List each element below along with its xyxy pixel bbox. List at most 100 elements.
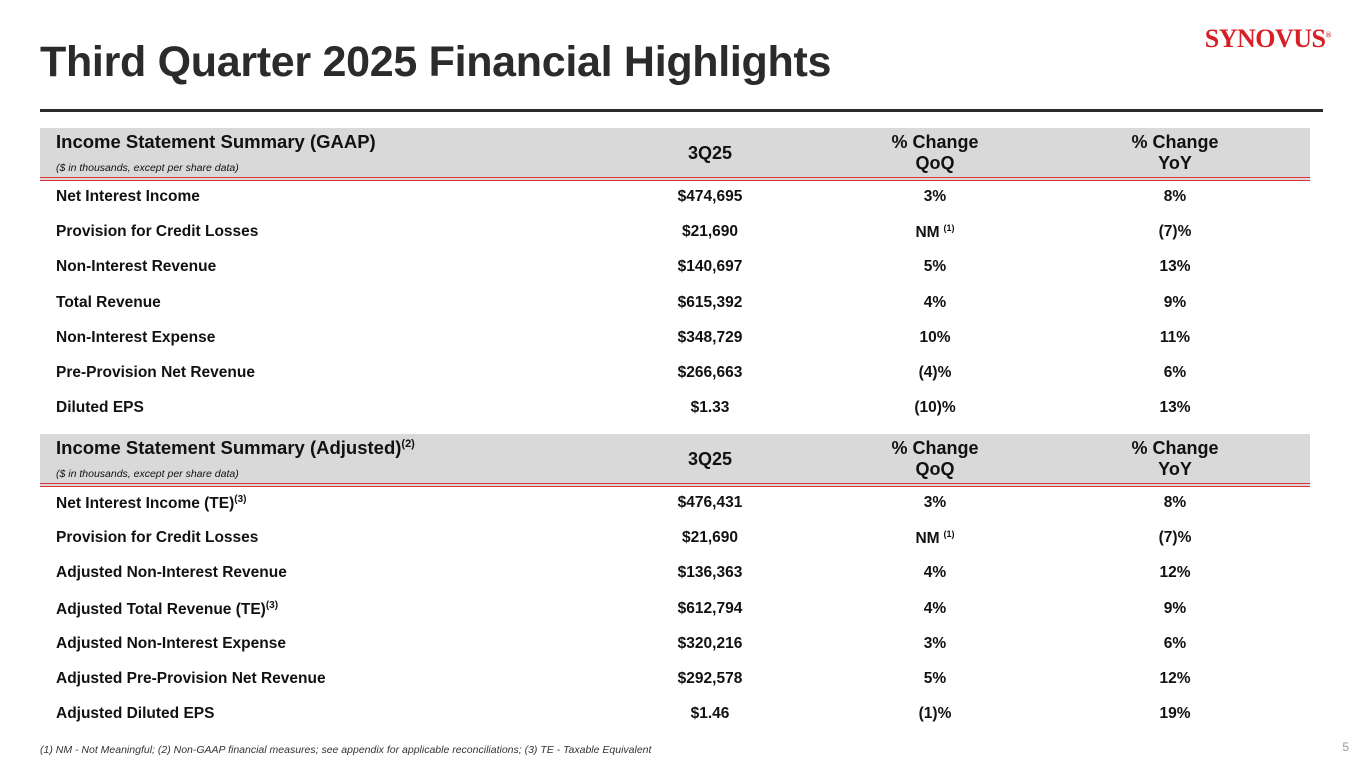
row-label: Provision for Credit Losses xyxy=(56,529,258,547)
value-3q25: $140,697 xyxy=(677,258,743,276)
change-yoy: 13% xyxy=(1159,258,1191,276)
value-3q25: $348,729 xyxy=(677,328,743,346)
change-qoq: 4% xyxy=(835,564,1035,582)
page-title: Third Quarter 2025 Financial Highlights xyxy=(40,38,832,86)
row-label-text: Total Revenue xyxy=(56,293,161,311)
change-qoq: (10)% xyxy=(835,399,1035,417)
change-qoq-text: 10% xyxy=(919,328,951,346)
change-qoq-text: 3% xyxy=(923,188,947,205)
table-row: Non-Interest Revenue $140,697 5% 13% xyxy=(40,250,1310,285)
change-qoq: (1)% xyxy=(835,705,1035,723)
row-label: Diluted EPS xyxy=(56,399,144,417)
row-label-text: Non-Interest Expense xyxy=(56,328,216,346)
col-header-qoq: % Change QoQ xyxy=(835,438,1035,480)
synovus-logo: SYNOVUS® xyxy=(1204,24,1332,53)
row-label: Adjusted Non-Interest Revenue xyxy=(56,564,287,582)
change-qoq: 10% xyxy=(835,329,1035,347)
row-label-text: Provision for Credit Losses xyxy=(56,223,259,241)
value-3q25: $615,392 xyxy=(677,293,743,311)
col-header-line: % Change xyxy=(1131,132,1219,152)
row-label-footnote: (3) xyxy=(265,599,279,611)
table-subtitle: ($ in thousands, except per share data) xyxy=(56,162,239,174)
table-row: Total Revenue $615,392 4% 9% xyxy=(40,286,1310,321)
col-header-line: QoQ xyxy=(915,153,955,173)
table-row: Adjusted Total Revenue (TE)(3) $612,794 … xyxy=(40,592,1310,627)
change-yoy: 9% xyxy=(1163,599,1187,617)
table-row: Diluted EPS $1.33 (10)% 13% xyxy=(40,391,1310,426)
change-qoq-text: 4% xyxy=(923,599,947,617)
value-3q25: $1.46 xyxy=(690,705,730,723)
change-qoq: NM (1) xyxy=(835,529,1035,548)
change-qoq: 3% xyxy=(835,635,1035,653)
change-qoq-text: (10)% xyxy=(914,399,956,417)
change-yoy: 12% xyxy=(1159,670,1191,687)
row-label-text: Non-Interest Revenue xyxy=(56,258,217,276)
table-row: Provision for Credit Losses $21,690 NM (1… xyxy=(40,215,1310,250)
row-label: Pre-Provision Net Revenue xyxy=(56,364,255,382)
table-title: Income Statement Summary (Adjusted)(2) xyxy=(56,437,415,459)
change-yoy: (7)% xyxy=(1158,223,1192,241)
row-label: Non-Interest Revenue xyxy=(56,258,216,276)
row-label-text: Adjusted Non-Interest Revenue xyxy=(56,564,287,582)
col-header-3q25: 3Q25 xyxy=(687,143,733,163)
row-label: Total Revenue xyxy=(56,294,161,312)
change-qoq-text: 4% xyxy=(923,293,947,311)
value-3q25: $1.33 xyxy=(690,399,730,417)
change-yoy: 8% xyxy=(1163,188,1187,205)
change-qoq: 4% xyxy=(835,294,1035,312)
footnote: (1) NM - Not Meaningful; (2) Non-GAAP fi… xyxy=(40,744,652,756)
col-header-line: YoY xyxy=(1158,459,1192,479)
page-number: 5 xyxy=(1342,740,1349,754)
change-qoq-text: 3% xyxy=(923,494,947,511)
value-3q25: $474,695 xyxy=(677,188,743,205)
row-label: Non-Interest Expense xyxy=(56,329,215,347)
row-label: Adjusted Total Revenue (TE)(3) xyxy=(56,600,278,619)
row-label-footnote: (3) xyxy=(234,494,247,505)
change-yoy: 11% xyxy=(1159,328,1191,346)
change-yoy: 8% xyxy=(1163,494,1187,511)
row-label: Net Interest Income xyxy=(56,188,200,206)
change-qoq-text: (4)% xyxy=(918,364,952,381)
col-header-qoq: % Change QoQ xyxy=(835,132,1035,174)
table-title-text: Income Statement Summary (Adjusted) xyxy=(56,437,402,458)
value-3q25: $136,363 xyxy=(677,564,743,582)
col-header-3q25: 3Q25 xyxy=(687,449,733,469)
change-yoy: 6% xyxy=(1163,364,1187,381)
change-qoq: NM (1) xyxy=(835,223,1035,242)
value-3q25: $21,690 xyxy=(681,223,739,241)
gaap-table-header: Income Statement Summary (GAAP) ($ in th… xyxy=(40,128,1310,181)
row-label-text: Adjusted Pre-Provision Net Revenue xyxy=(56,670,326,687)
row-label-text: Adjusted Non-Interest Expense xyxy=(56,634,286,652)
col-header-line: % Change xyxy=(891,132,979,152)
table-title-footnote: (2) xyxy=(401,437,415,450)
table-title-text: Income Statement Summary (GAAP) xyxy=(56,131,376,152)
row-label: Adjusted Pre-Provision Net Revenue xyxy=(56,670,326,688)
table-row: Non-Interest Expense $348,729 10% 11% xyxy=(40,321,1310,356)
change-qoq-text: NM xyxy=(915,530,940,548)
change-yoy: 19% xyxy=(1159,705,1191,723)
table-row: Pre-Provision Net Revenue $266,663 (4)% … xyxy=(40,356,1310,391)
title-divider xyxy=(40,109,1323,112)
value-3q25: $320,216 xyxy=(677,634,743,652)
row-label: Net Interest Income (TE)(3) xyxy=(56,494,247,513)
table-row: Net Interest Income (TE)(3) $476,431 3% … xyxy=(40,486,1310,521)
value-3q25: $476,431 xyxy=(677,494,743,511)
change-yoy: 13% xyxy=(1159,399,1191,417)
change-qoq-footnote: (1) xyxy=(943,529,955,540)
row-label-text: Net Interest Income (TE) xyxy=(56,495,235,513)
col-header-line: QoQ xyxy=(915,459,955,479)
table-row: Adjusted Non-Interest Revenue $136,363 4… xyxy=(40,556,1310,591)
change-qoq: 3% xyxy=(835,188,1035,206)
table-row: Adjusted Diluted EPS $1.46 (1)% 19% xyxy=(40,697,1310,732)
row-label-text: Provision for Credit Losses xyxy=(56,529,259,547)
col-header-line: YoY xyxy=(1158,153,1192,173)
change-yoy: 12% xyxy=(1159,564,1191,582)
table-row: Adjusted Pre-Provision Net Revenue $292,… xyxy=(40,662,1310,697)
change-qoq-footnote: (1) xyxy=(943,223,955,234)
table-row: Adjusted Non-Interest Expense $320,216 3… xyxy=(40,627,1310,662)
value-3q25: $612,794 xyxy=(677,599,743,617)
row-label-text: Net Interest Income xyxy=(56,188,200,205)
change-yoy: 9% xyxy=(1163,293,1187,311)
change-yoy: (7)% xyxy=(1158,529,1192,547)
value-3q25: $292,578 xyxy=(677,670,743,687)
